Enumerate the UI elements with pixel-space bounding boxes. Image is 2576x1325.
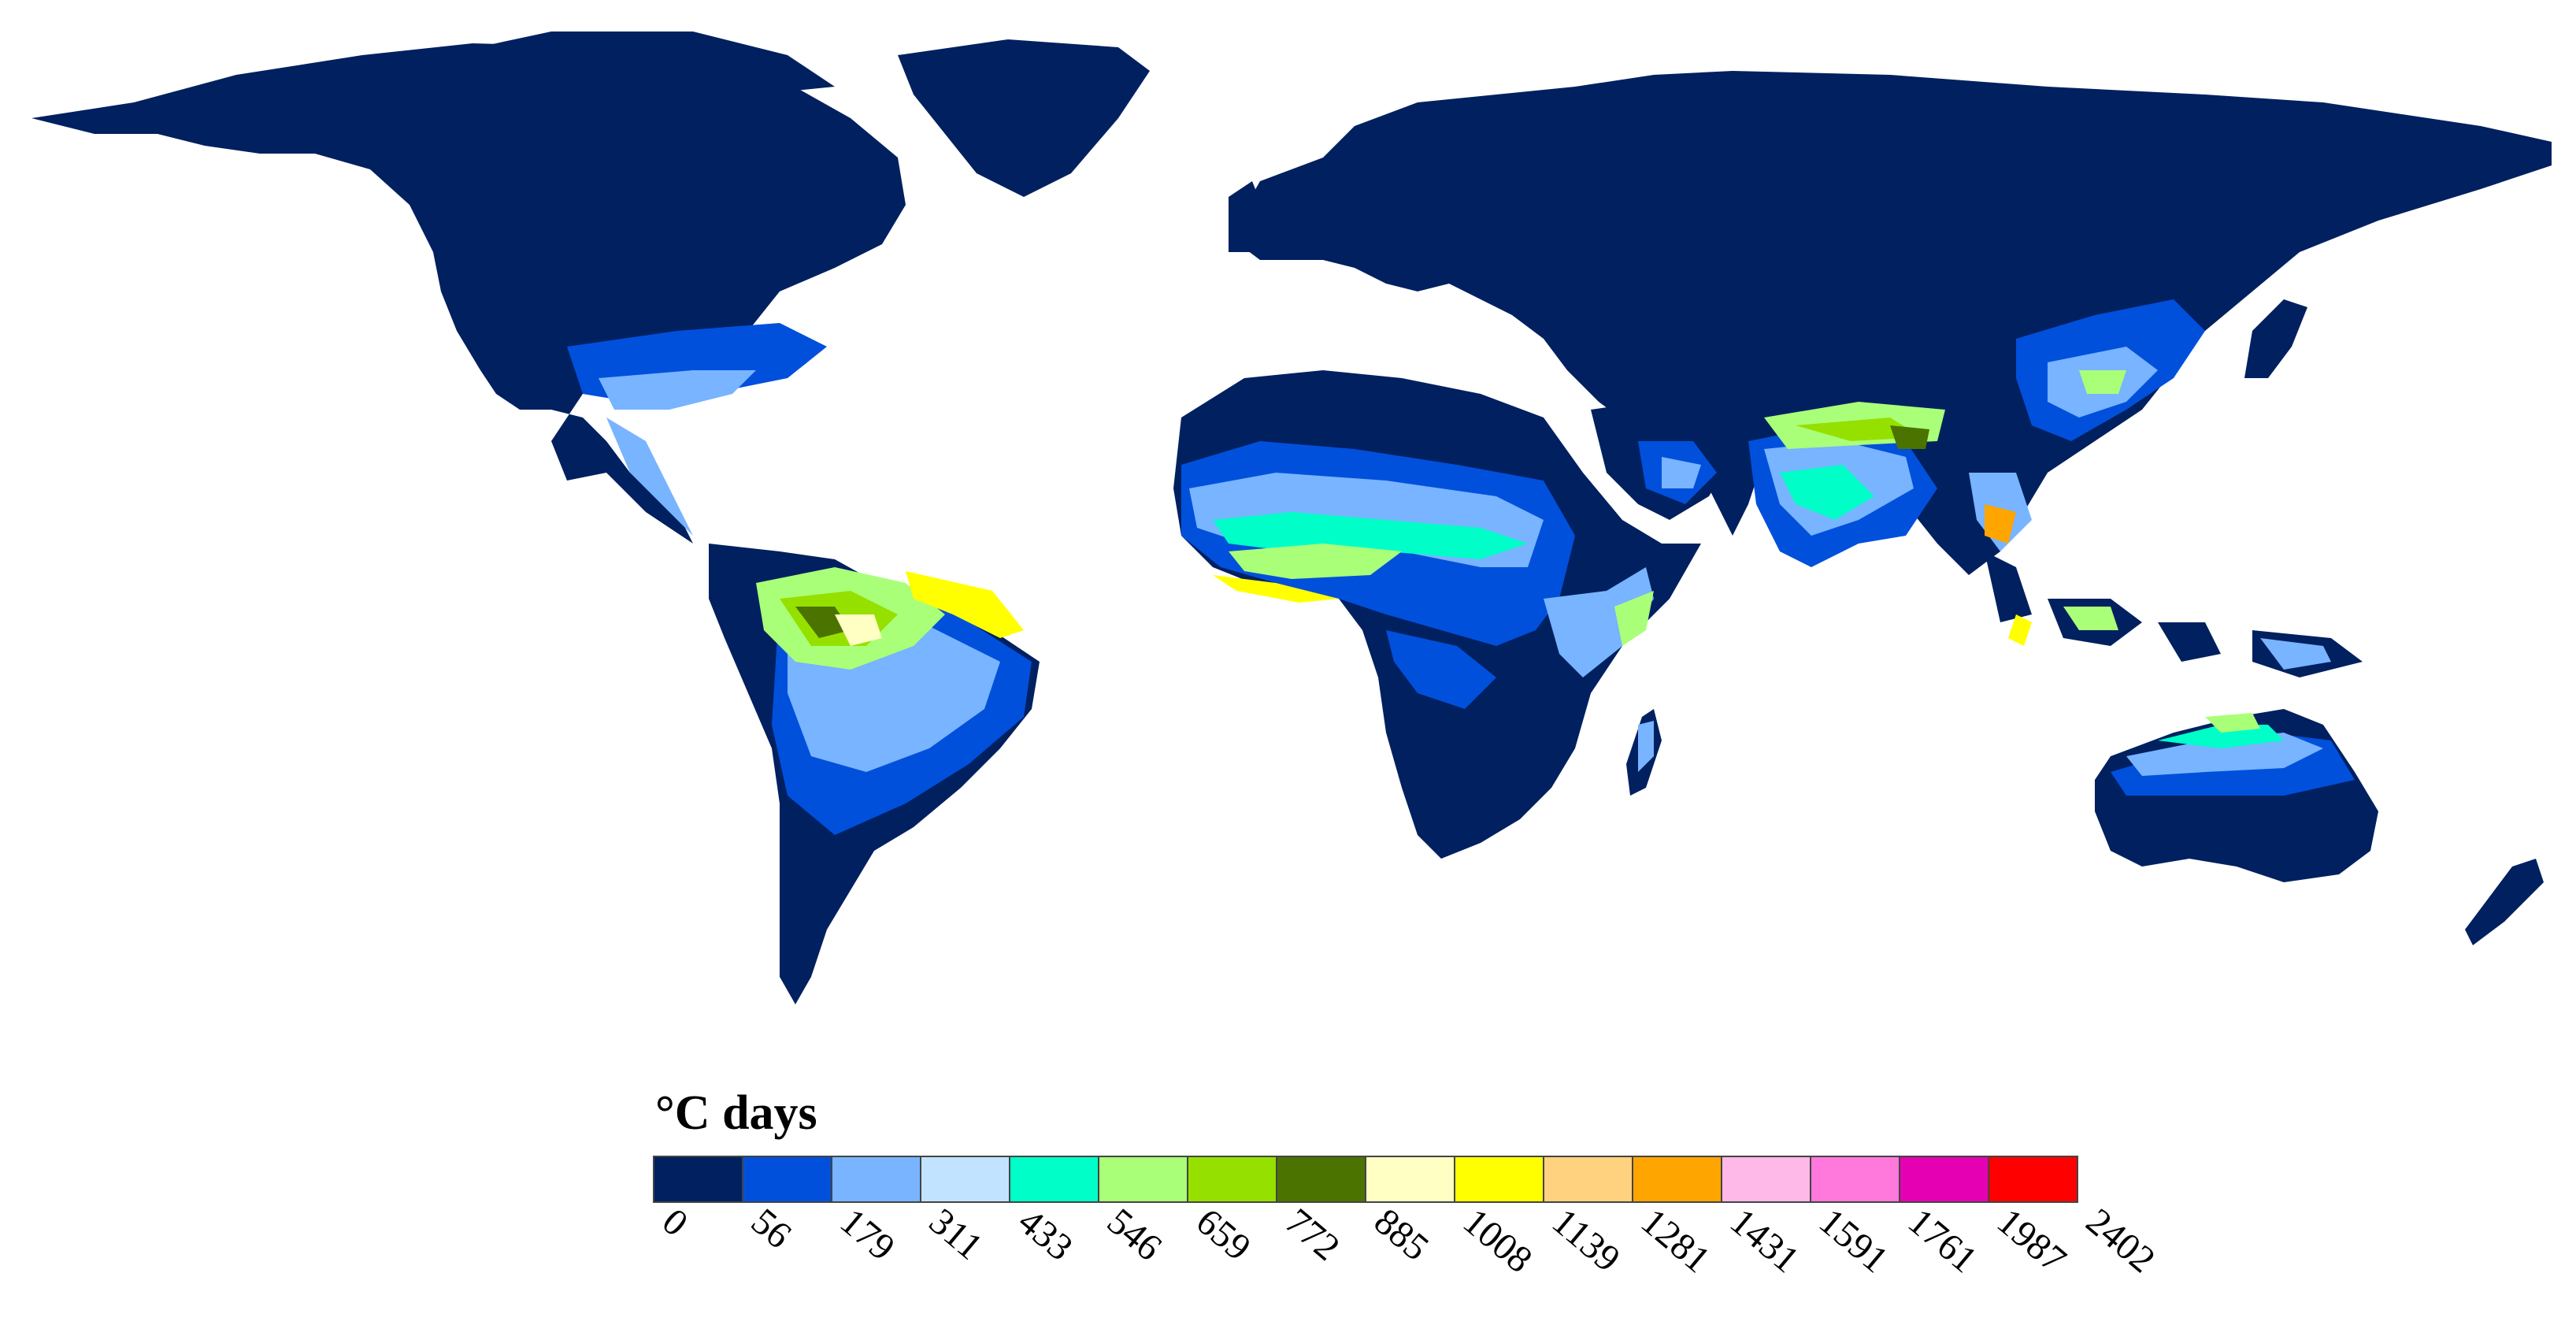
legend-swatch	[920, 1156, 1010, 1203]
legend-swatch	[1098, 1156, 1188, 1203]
legend-swatch	[1543, 1156, 1633, 1203]
legend-tick-label: 1281	[1633, 1201, 1718, 1281]
legend-swatch	[742, 1156, 832, 1203]
legend-swatch	[1899, 1156, 1989, 1203]
uk	[1229, 181, 1268, 252]
legend-tick-label: 311	[921, 1201, 991, 1268]
legend-swatch	[1276, 1156, 1366, 1203]
legend-tick-label: 0	[654, 1201, 695, 1245]
greenland	[898, 39, 1150, 197]
north-america	[32, 43, 906, 544]
legend-tick-label: 1987	[1989, 1201, 2074, 1281]
arctic-islands	[441, 32, 835, 95]
legend-swatch	[1721, 1156, 1811, 1203]
legend-swatches	[653, 1156, 2078, 1203]
legend-swatch	[1365, 1156, 1455, 1203]
legend-swatch	[1187, 1156, 1277, 1203]
legend-title: °C days	[655, 1086, 817, 1140]
color-scale-legend: 0 56 179 311 433 546 659 772 885 1008 1139 1281 1431…	[653, 1156, 2163, 1281]
legend-swatch	[1632, 1156, 1722, 1203]
legend-tick-label: 885	[1366, 1201, 1436, 1269]
legend-tick-label: 1761	[1900, 1201, 1985, 1281]
legend-swatch	[1009, 1156, 1099, 1203]
world-map	[32, 32, 2552, 1004]
legend-tick-label: 772	[1277, 1201, 1347, 1269]
japan	[2244, 299, 2307, 378]
legend-tick-label: 1008	[1455, 1201, 1540, 1281]
legend-swatch	[1454, 1156, 1544, 1203]
legend-tick-label: 433	[1010, 1201, 1080, 1269]
legend-tick-label: 546	[1099, 1201, 1169, 1269]
legend-swatch	[831, 1156, 921, 1203]
legend-swatch	[653, 1156, 743, 1203]
legend-tick-label: 1139	[1544, 1201, 1628, 1280]
legend-tick-label: 1591	[1811, 1201, 1896, 1281]
legend-swatch	[1810, 1156, 1900, 1203]
legend-swatch	[1988, 1156, 2078, 1203]
legend-tick-label: 179	[832, 1201, 903, 1269]
new-zealand	[2465, 859, 2544, 945]
legend-tick-labels: 0 56 179 311 433 546 659 772 885 1008 1139 1281 1431…	[654, 1201, 2163, 1281]
legend-tick-label: 1431	[1722, 1201, 1807, 1281]
eurasia	[1229, 71, 2552, 575]
legend-tick-label: 2402	[2078, 1201, 2163, 1281]
heat-zones	[567, 299, 2355, 835]
legend-tick-label: 659	[1188, 1201, 1258, 1269]
legend-tick-label: 56	[743, 1201, 799, 1256]
